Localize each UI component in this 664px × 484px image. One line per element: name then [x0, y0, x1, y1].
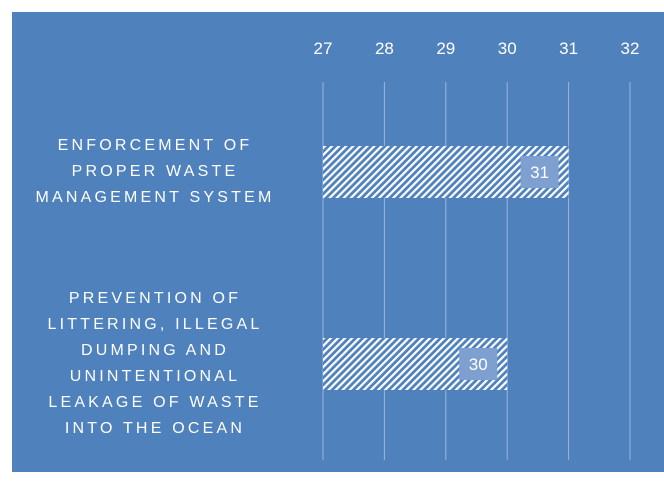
x-tick-label: 32 [621, 39, 640, 58]
x-tick-label: 28 [375, 39, 394, 58]
x-tick-label: 31 [559, 39, 578, 58]
chart-svg: 27 28 29 30 31 32 31 30 [314, 39, 640, 460]
category-label-line: PROPER WASTE [71, 163, 239, 180]
data-label-box [459, 348, 498, 380]
category-label-line: LITTERING, ILLEGAL [47, 316, 263, 333]
bars: 31 30 [323, 146, 569, 390]
data-label-box [520, 156, 559, 188]
data-label: 30 [469, 355, 488, 374]
x-tick-label: 27 [314, 39, 333, 58]
category-label-line: ENFORCEMENT OF [57, 137, 253, 154]
gridlines [322, 82, 631, 460]
x-axis-ticks: 27 28 29 30 31 32 [314, 39, 640, 58]
x-tick-label: 30 [498, 39, 517, 58]
category-label: ENFORCEMENT OF PROPER WASTE MANAGEMENT SYS… [5, 133, 305, 211]
chart-area: 27 28 29 30 31 32 31 30 ENFORCEMENT OF PROPER W… [12, 12, 664, 472]
category-label: PREVENTION OF LITTERING, ILLEGAL DUMPING A… [5, 286, 305, 442]
category-label-line: DUMPING AND [80, 342, 230, 359]
category-label-line: MANAGEMENT SYSTEM [35, 189, 275, 206]
data-label: 31 [530, 163, 549, 182]
x-tick-label: 29 [436, 39, 455, 58]
category-label-line: LEAKAGE OF WASTE [48, 394, 262, 411]
category-label-line: INTO THE OCEAN [64, 420, 246, 437]
category-label-line: UNINTENTIONAL [69, 368, 241, 385]
category-label-line: PREVENTION OF [68, 290, 242, 307]
